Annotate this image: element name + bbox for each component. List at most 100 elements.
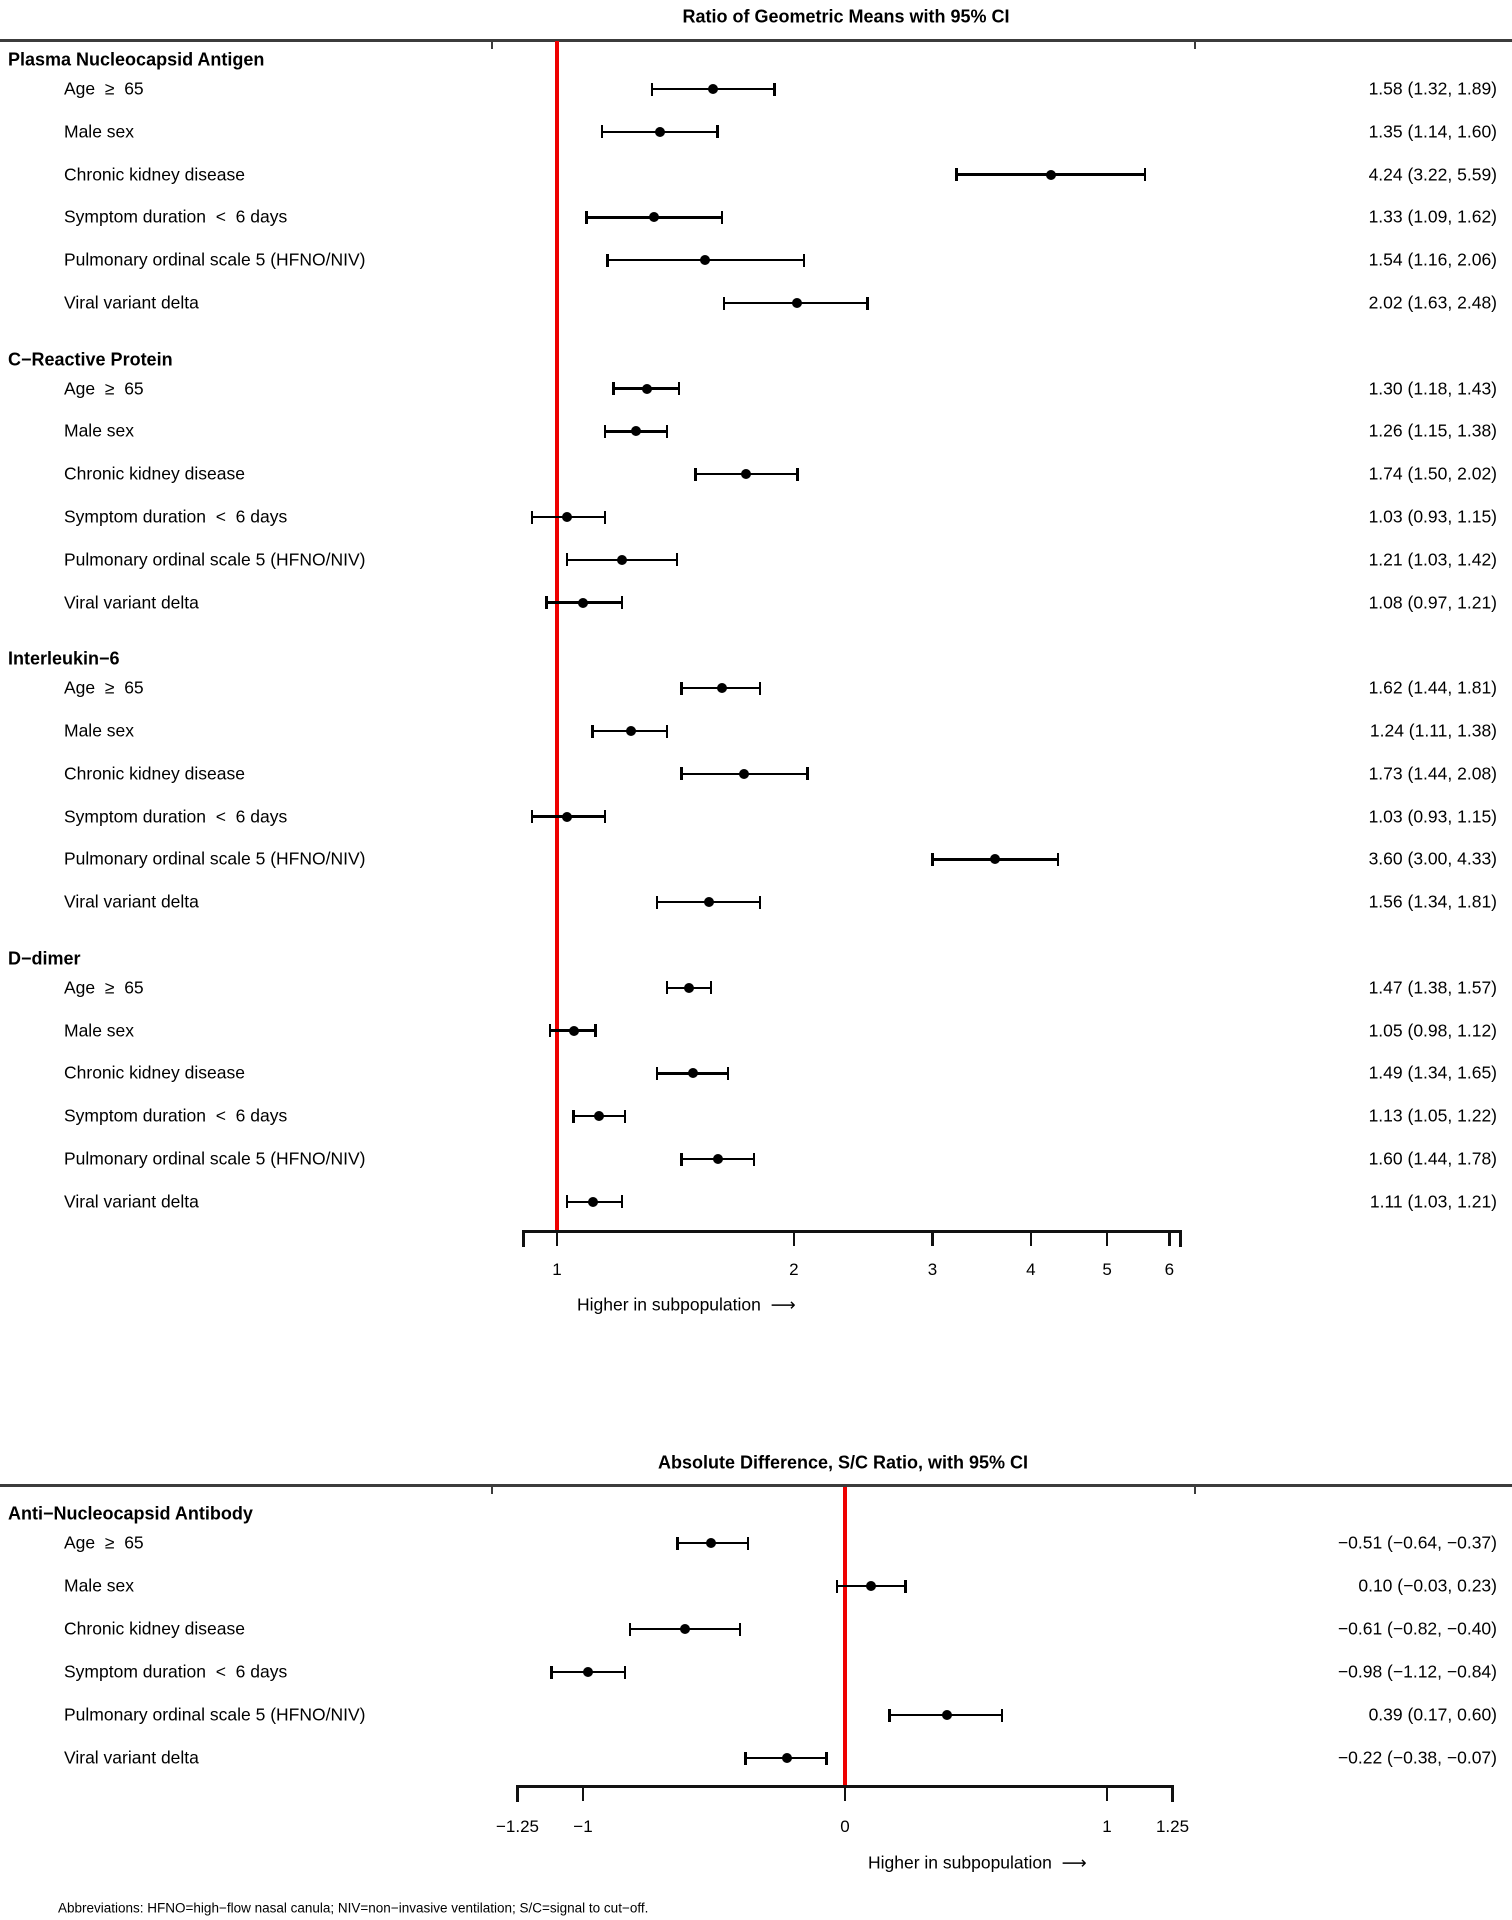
ci-cap-left [955, 168, 958, 182]
ci-cap-left [680, 681, 683, 695]
row-label: Symptom duration < 6 days [64, 1661, 288, 1682]
row-label: Age ≥ 65 [64, 677, 144, 698]
reference-line [555, 41, 559, 1231]
row-label: Chronic kidney disease [64, 463, 245, 484]
x-axis-tick-label: 4 [1026, 1260, 1036, 1279]
separator-tick [1194, 41, 1196, 49]
ci-cap-right [802, 253, 806, 267]
row-label: Pulmonary ordinal scale 5 (HFNO/NIV) [64, 1704, 366, 1725]
row-label: Viral variant delta [64, 1191, 199, 1212]
point-estimate [562, 811, 573, 822]
ci-cap-right [620, 596, 624, 610]
estimate-text: 1.47 (1.38, 1.57) [1368, 977, 1497, 998]
ci-cap-right [675, 553, 679, 567]
ci-cap-right [866, 296, 869, 310]
estimate-text: 1.73 (1.44, 2.08) [1368, 763, 1497, 784]
estimate-text: 1.30 (1.18, 1.43) [1368, 378, 1497, 399]
point-estimate [739, 768, 750, 779]
x-axis-tick-label: 1 [552, 1260, 562, 1279]
row-label: Male sex [64, 1575, 135, 1596]
row-label: Viral variant delta [64, 292, 199, 313]
x-axis-endcap [1178, 1229, 1182, 1247]
x-axis-tick-label: 6 [1164, 1260, 1175, 1279]
estimate-text: −0.61 (−0.82, −0.40) [1337, 1618, 1497, 1639]
ci-cap-right [603, 810, 607, 824]
ci-cap-right [677, 382, 681, 396]
estimate-text: −0.98 (−1.12, −0.84) [1337, 1661, 1497, 1682]
ci-cap-right [1143, 168, 1147, 182]
ci-cap-right [623, 1109, 627, 1123]
ci-cap-left [600, 125, 604, 139]
point-estimate [792, 298, 803, 308]
x-axis-tick-label: 0 [840, 1817, 850, 1836]
group-header: Plasma Nucleocapsid Antigen [8, 49, 265, 70]
ci-cap-left [680, 1152, 683, 1166]
ci-cap-left [603, 424, 607, 438]
point-estimate [568, 1025, 579, 1036]
row-label: Symptom duration < 6 days [64, 506, 288, 527]
row-label: Male sex [64, 1020, 135, 1041]
x-axis-tick-label: 3 [927, 1260, 938, 1279]
point-estimate [641, 383, 652, 394]
row-label: Age ≥ 65 [64, 977, 144, 998]
row-label: Chronic kidney disease [64, 763, 245, 784]
estimate-text: 1.11 (1.03, 1.21) [1369, 1191, 1497, 1212]
estimate-text: 1.60 (1.44, 1.78) [1368, 1148, 1497, 1169]
ci-cap-left [655, 1066, 659, 1080]
ci-cap-right [796, 467, 799, 481]
point-estimate [630, 426, 641, 437]
row-label: Pulmonary ordinal scale 5 (HFNO/NIV) [64, 249, 366, 270]
x-axis-tick-label: −1.25 [495, 1817, 540, 1836]
x-axis-tick [792, 1229, 796, 1246]
ci-cap-right [758, 895, 762, 909]
abbreviations-footnote: Abbreviations: HFNO=high−flow nasal canu… [58, 1900, 649, 1916]
point-estimate [654, 126, 665, 137]
point-estimate [706, 1538, 717, 1548]
ci-cap-right [665, 724, 669, 738]
estimate-text: 1.74 (1.50, 2.02) [1368, 463, 1497, 484]
ci-cap-left [888, 1708, 891, 1722]
x-axis-tick-label: −1 [573, 1817, 593, 1836]
row-label: Symptom duration < 6 days [64, 1105, 288, 1126]
x-axis-tick [1171, 1784, 1174, 1801]
x-axis-line [523, 1229, 1180, 1233]
ci-cap-left [744, 1751, 747, 1765]
ci-cap-right [716, 125, 719, 139]
ci-cap-right [904, 1579, 907, 1593]
point-estimate [716, 683, 727, 694]
group-header: Interleukin−6 [8, 648, 120, 669]
estimate-text: 1.54 (1.16, 2.06) [1368, 249, 1497, 270]
point-estimate [578, 597, 589, 608]
row-label: Chronic kidney disease [64, 164, 245, 185]
ci-cap-left [550, 1665, 553, 1679]
ci-cap-right [1056, 852, 1060, 866]
row-label: Pulmonary ordinal scale 5 (HFNO/NIV) [64, 549, 366, 570]
ci-cap-left [572, 1109, 575, 1123]
ci-cap-left [694, 467, 697, 481]
x-axis-endcap [521, 1229, 525, 1247]
estimate-text: 0.39 (0.17, 0.60) [1368, 1704, 1497, 1725]
estimate-text: 1.33 (1.09, 1.62) [1368, 206, 1497, 227]
estimate-text: 1.13 (1.05, 1.22) [1368, 1105, 1497, 1126]
ci-cap-left [628, 1622, 632, 1636]
ci-cap-left [612, 382, 615, 396]
estimate-text: 1.26 (1.15, 1.38) [1368, 420, 1497, 441]
estimate-text: 1.56 (1.34, 1.81) [1368, 891, 1497, 912]
estimate-text: 4.24 (3.22, 5.59) [1368, 164, 1497, 185]
point-estimate [587, 1196, 598, 1207]
row-label: Pulmonary ordinal scale 5 (HFNO/NIV) [64, 848, 366, 869]
ci-cap-right [758, 681, 762, 695]
separator-tick [491, 1486, 493, 1494]
ci-cap-right [720, 210, 724, 224]
x-axis-tick [1168, 1229, 1171, 1246]
x-axis-tick-label: 1 [1102, 1817, 1112, 1836]
row-label: Male sex [64, 420, 135, 441]
ci-cap-left [655, 895, 659, 909]
x-axis-tick-label: 1.25 [1155, 1817, 1190, 1836]
x-axis-tick [516, 1784, 519, 1801]
ci-cap-left [722, 296, 726, 310]
estimate-text: 1.03 (0.93, 1.15) [1368, 506, 1497, 527]
